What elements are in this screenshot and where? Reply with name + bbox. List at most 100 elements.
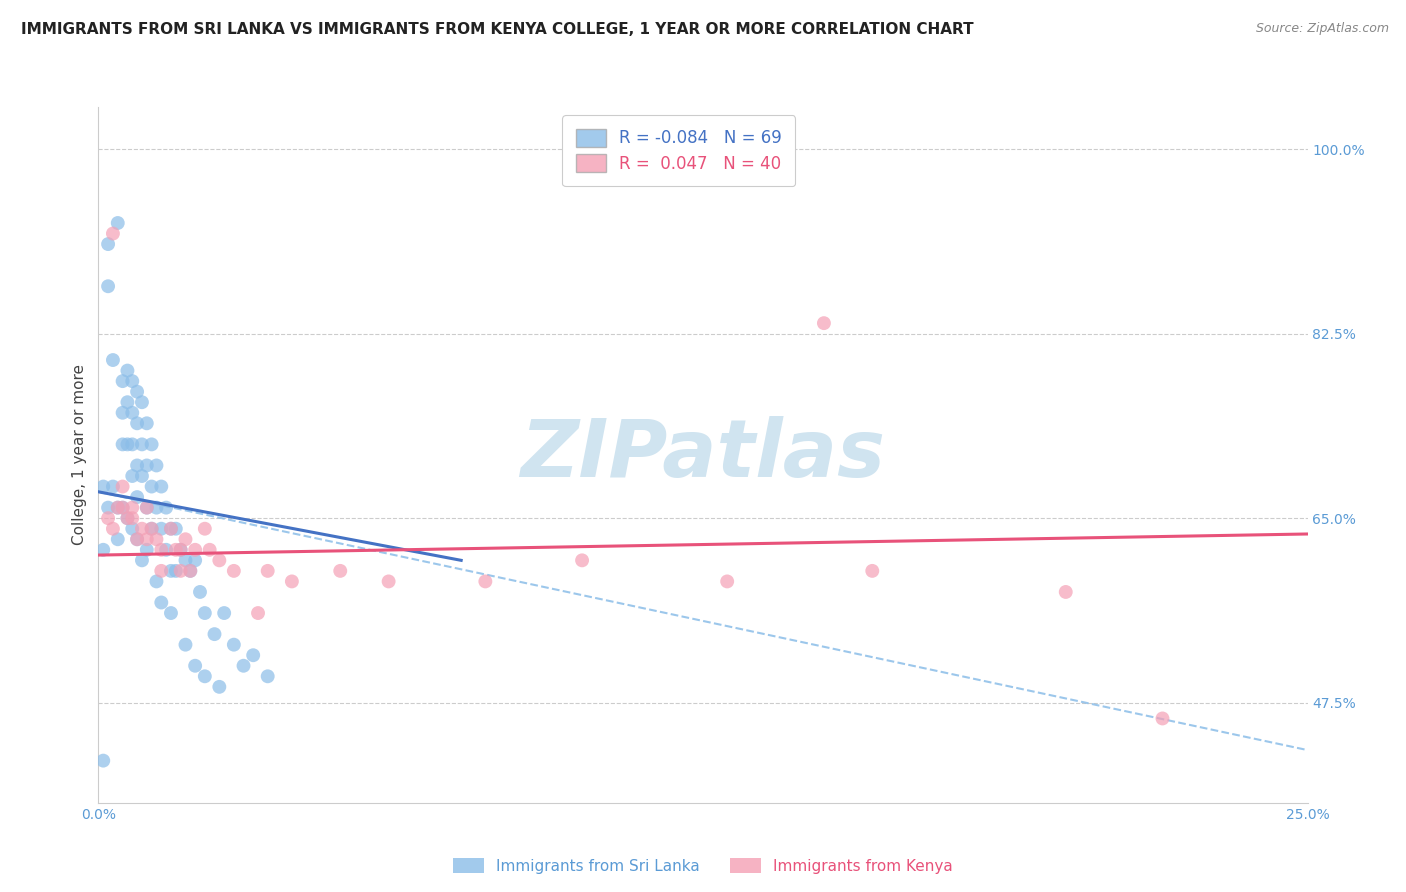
Point <box>131 437 153 451</box>
Text: ZIPatlas: ZIPatlas <box>520 416 886 494</box>
Point <box>208 553 231 567</box>
Point <box>131 395 153 409</box>
Y-axis label: College, 1 year or more: College, 1 year or more <box>72 365 87 545</box>
Legend: R = -0.084   N = 69, R =  0.047   N = 40: R = -0.084 N = 69, R = 0.047 N = 40 <box>562 115 796 186</box>
Point <box>184 658 207 673</box>
Point <box>141 437 163 451</box>
Point <box>131 469 153 483</box>
Point <box>474 574 496 589</box>
Point <box>860 564 883 578</box>
Point <box>117 437 139 451</box>
Point <box>145 458 167 473</box>
Point <box>107 216 129 230</box>
Point <box>184 553 207 567</box>
Point <box>111 500 134 515</box>
Point <box>160 606 183 620</box>
Point <box>111 374 134 388</box>
Point <box>150 522 173 536</box>
Point <box>813 316 835 330</box>
Text: IMMIGRANTS FROM SRI LANKA VS IMMIGRANTS FROM KENYA COLLEGE, 1 YEAR OR MORE CORRE: IMMIGRANTS FROM SRI LANKA VS IMMIGRANTS … <box>21 22 974 37</box>
Point <box>179 564 201 578</box>
Point <box>329 564 352 578</box>
Point <box>716 574 738 589</box>
Point <box>135 458 157 473</box>
Point <box>1152 711 1174 725</box>
Point <box>127 417 149 431</box>
Point <box>150 564 173 578</box>
Point <box>150 479 173 493</box>
Point <box>111 406 134 420</box>
Point <box>242 648 264 663</box>
Point <box>208 680 231 694</box>
Point <box>91 479 114 493</box>
Point <box>212 606 235 620</box>
Point <box>256 564 278 578</box>
Point <box>117 511 139 525</box>
Point <box>150 542 173 557</box>
Point <box>169 564 191 578</box>
Point <box>198 542 221 557</box>
Point <box>101 479 124 493</box>
Point <box>127 458 149 473</box>
Point <box>145 533 167 547</box>
Point <box>222 564 245 578</box>
Point <box>179 564 201 578</box>
Point <box>174 533 197 547</box>
Point <box>97 237 120 252</box>
Point <box>127 533 149 547</box>
Point <box>117 363 139 377</box>
Point <box>97 279 120 293</box>
Point <box>101 522 124 536</box>
Point <box>121 374 143 388</box>
Text: Source: ZipAtlas.com: Source: ZipAtlas.com <box>1256 22 1389 36</box>
Point <box>111 500 134 515</box>
Point <box>150 595 173 609</box>
Point <box>160 522 183 536</box>
Point <box>194 522 217 536</box>
Point <box>135 500 157 515</box>
Point <box>121 469 143 483</box>
Legend: Immigrants from Sri Lanka, Immigrants from Kenya: Immigrants from Sri Lanka, Immigrants fr… <box>447 852 959 880</box>
Point <box>169 542 191 557</box>
Point <box>188 585 211 599</box>
Point <box>121 500 143 515</box>
Point <box>145 574 167 589</box>
Point <box>121 406 143 420</box>
Point <box>91 542 114 557</box>
Point <box>111 479 134 493</box>
Point <box>194 606 217 620</box>
Point <box>117 395 139 409</box>
Point <box>135 417 157 431</box>
Point <box>377 574 399 589</box>
Point <box>101 353 124 368</box>
Point <box>141 522 163 536</box>
Point <box>121 437 143 451</box>
Point <box>141 522 163 536</box>
Point <box>127 490 149 504</box>
Point <box>165 564 187 578</box>
Point <box>281 574 304 589</box>
Point <box>131 553 153 567</box>
Point <box>91 754 114 768</box>
Point <box>204 627 226 641</box>
Point <box>117 511 139 525</box>
Point <box>247 606 270 620</box>
Point <box>121 511 143 525</box>
Point <box>165 522 187 536</box>
Point <box>194 669 217 683</box>
Point <box>107 500 129 515</box>
Point <box>169 542 191 557</box>
Point <box>111 437 134 451</box>
Point <box>97 500 120 515</box>
Point <box>160 522 183 536</box>
Point <box>232 658 254 673</box>
Point <box>135 542 157 557</box>
Point <box>145 500 167 515</box>
Point <box>155 542 177 557</box>
Point <box>121 522 143 536</box>
Point <box>131 522 153 536</box>
Point <box>165 542 187 557</box>
Point <box>256 669 278 683</box>
Point <box>127 384 149 399</box>
Point <box>107 533 129 547</box>
